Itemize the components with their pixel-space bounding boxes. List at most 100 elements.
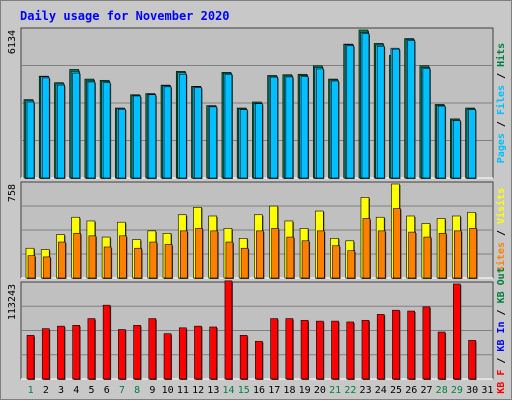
kbf-bar xyxy=(72,325,80,380)
pages-bar xyxy=(87,81,96,179)
pages-bar xyxy=(407,40,415,179)
sites-bar xyxy=(438,233,447,279)
pages-bar xyxy=(437,105,446,179)
sites-bar xyxy=(149,241,158,279)
kbf-bar xyxy=(87,318,96,380)
kbf-bar xyxy=(57,325,65,380)
panel-3: 113243 KB F / KB In / KB Out xyxy=(7,267,507,393)
pages-bar xyxy=(315,68,324,179)
sites-bar xyxy=(103,246,112,279)
kbf-bar xyxy=(41,328,50,380)
x-tick-label: 10 xyxy=(162,385,174,396)
pages-bar xyxy=(422,68,431,179)
kbf-bar xyxy=(239,335,248,380)
legend-labels: Sites / Visits xyxy=(495,188,507,272)
sites-bar xyxy=(256,230,264,279)
y-max-label: 113243 xyxy=(7,284,18,320)
sites-bar xyxy=(42,256,51,279)
legend-pages: Pages xyxy=(496,133,507,163)
kbf-bar xyxy=(285,318,294,380)
x-tick-label: 11 xyxy=(177,385,189,396)
sites-bar xyxy=(469,228,477,279)
kbf-bar xyxy=(255,340,263,380)
sites-bar xyxy=(408,231,416,279)
y-max-label: 758 xyxy=(7,184,18,202)
kbf-bar xyxy=(468,340,476,380)
x-tick-label: 4 xyxy=(73,385,79,396)
legend-labels: KB F / KB In / KB Out xyxy=(496,267,507,393)
sites-bar xyxy=(58,241,66,279)
x-tick-label: 16 xyxy=(253,385,265,396)
sites-bar xyxy=(347,250,356,279)
kbf-bar xyxy=(148,318,157,380)
kbf-bar xyxy=(224,280,233,380)
pages-bar xyxy=(361,33,370,179)
legend-kb-in: KB In xyxy=(496,321,507,351)
x-tick-label: 21 xyxy=(329,385,341,396)
legend-kb-out: KB Out xyxy=(496,267,507,303)
sites-bar xyxy=(240,247,249,279)
pages-bar xyxy=(194,87,202,179)
pages-bar xyxy=(346,45,355,179)
legend-separator: / xyxy=(496,352,507,370)
legend-separator: / xyxy=(496,224,507,242)
pages-bar xyxy=(453,120,461,179)
sites-bar xyxy=(271,228,279,279)
kbf-bar xyxy=(300,319,309,380)
sites-bar xyxy=(316,230,325,279)
kbf-bar xyxy=(392,309,400,380)
pages-bar xyxy=(163,86,172,179)
kbf-bar xyxy=(178,327,187,380)
kbf-bar xyxy=(26,335,35,380)
kbf-bar xyxy=(315,320,324,380)
pages-bar xyxy=(72,72,80,179)
pages-bar xyxy=(133,95,141,179)
pages-bar xyxy=(270,76,278,179)
pages-bar xyxy=(57,84,65,179)
x-tick-label: 6 xyxy=(104,385,110,396)
x-tick-label: 25 xyxy=(390,385,402,396)
x-axis-labels: 1 2 3 4 5 6 7 8 9 10 11 12 13 14 15 16 17 18 19 20 21 22 23 24 2… xyxy=(28,385,494,396)
kbf-bar xyxy=(102,304,111,380)
x-tick-label: 29 xyxy=(451,385,463,396)
x-tick-label: 1 xyxy=(28,385,34,396)
legend-hits: Hits xyxy=(495,43,507,67)
sites-bar xyxy=(134,247,142,279)
pages-bar xyxy=(41,77,50,179)
pages-bar xyxy=(300,76,309,179)
sites-bar xyxy=(362,218,371,279)
sites-bar xyxy=(73,233,81,279)
legend-visits: Visits xyxy=(495,188,507,224)
kbf-bar xyxy=(346,321,355,380)
panel-1: 6134 Pages / Files / Hits xyxy=(7,27,507,180)
sites-bar xyxy=(393,208,401,279)
kbf-bar xyxy=(194,325,202,380)
x-tick-label: 20 xyxy=(314,385,326,396)
panel-2: 758 Sites / Visits xyxy=(7,181,507,279)
sites-bar xyxy=(423,236,432,279)
legend-kb-f: KB F xyxy=(496,370,507,394)
pages-bar xyxy=(285,76,294,179)
kbf-bar xyxy=(361,319,370,380)
x-tick-label: 3 xyxy=(58,385,64,396)
kbf-bar xyxy=(453,283,461,380)
pages-bar xyxy=(331,80,339,179)
y-max-label: 6134 xyxy=(7,30,18,54)
pages-bar xyxy=(178,73,187,179)
x-tick-label: 9 xyxy=(149,385,155,396)
legend-separator: / xyxy=(496,67,507,85)
legend-files: Files xyxy=(495,85,507,115)
x-tick-label: 31 xyxy=(481,385,493,396)
pages-bar xyxy=(102,82,111,179)
sites-bar xyxy=(164,244,173,279)
sites-bar xyxy=(27,255,36,279)
x-tick-label: 23 xyxy=(360,385,372,396)
x-tick-label: 22 xyxy=(344,385,356,396)
x-tick-label: 19 xyxy=(299,385,311,396)
legend-labels: Pages / Files / Hits xyxy=(495,43,507,163)
sites-bar xyxy=(377,230,386,279)
sites-bar xyxy=(286,236,295,279)
